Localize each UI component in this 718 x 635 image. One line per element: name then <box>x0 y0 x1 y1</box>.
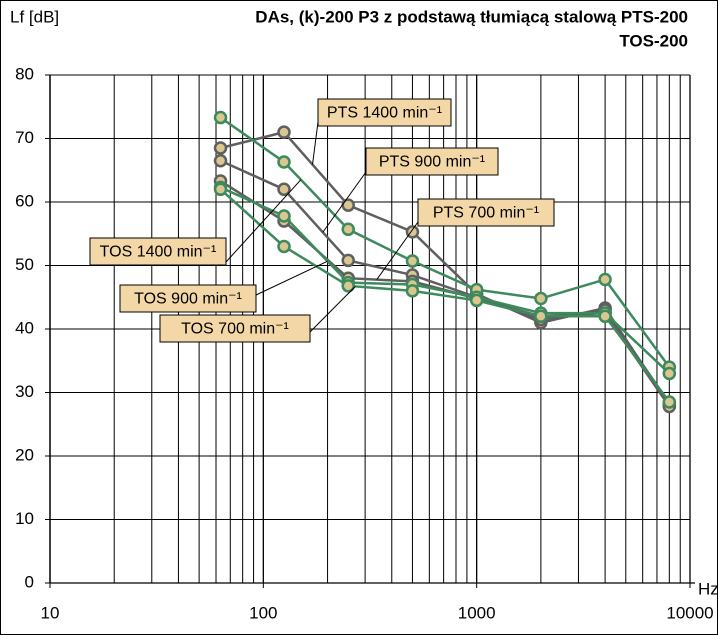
series-label: TOS 700 min⁻¹ <box>181 321 289 338</box>
y-axis-label: Lf [dB] <box>10 7 59 26</box>
series-label: PTS 1400 min⁻¹ <box>327 105 442 122</box>
series-line <box>219 116 671 368</box>
x-tick-label: 100 <box>249 603 277 622</box>
label-box <box>365 147 499 176</box>
point <box>341 222 355 237</box>
point <box>405 284 420 298</box>
point <box>213 110 228 125</box>
label-box <box>159 314 311 343</box>
x-axis-label: Hz <box>698 579 718 598</box>
y-tick-label: 30 <box>15 382 34 401</box>
y-tick-label: 50 <box>15 255 34 274</box>
series-line <box>219 188 671 403</box>
point <box>213 153 228 168</box>
leader-line <box>322 171 367 233</box>
label-box <box>417 198 555 227</box>
point <box>341 253 355 268</box>
y-tick-label: 20 <box>15 445 34 464</box>
point <box>405 225 420 239</box>
series-line <box>220 186 671 375</box>
y-tick-label: 70 <box>15 128 34 147</box>
label-box <box>89 237 227 266</box>
point <box>277 155 291 169</box>
point <box>213 141 228 155</box>
leader-line <box>309 286 356 333</box>
x-tick-label: 10000 <box>666 603 713 622</box>
point <box>277 125 291 139</box>
point <box>469 293 484 308</box>
x-tick-label: 10 <box>41 603 60 622</box>
series-line <box>220 159 671 405</box>
y-tick-label: 80 <box>15 64 34 83</box>
leader-line <box>311 121 319 165</box>
leader-line <box>255 260 328 296</box>
point <box>405 254 420 268</box>
series-label: TOS 900 min⁻¹ <box>134 291 242 308</box>
series-label: PTS 700 min⁻¹ <box>433 205 539 222</box>
x-tick-label: 1000 <box>458 603 496 622</box>
y-tick-label: 60 <box>15 191 34 210</box>
y-tick-label: 0 <box>25 572 34 591</box>
y-tick-label: 40 <box>15 318 34 337</box>
point <box>598 309 612 324</box>
point <box>662 366 677 381</box>
chart-subtitle: TOS-200 <box>619 31 688 50</box>
leader-line <box>225 179 302 263</box>
point <box>534 291 548 306</box>
point <box>277 239 291 254</box>
leader-line <box>376 221 419 280</box>
point <box>277 182 291 197</box>
label-box <box>317 98 452 127</box>
label-box <box>119 284 257 313</box>
point <box>598 272 612 287</box>
point <box>213 182 228 197</box>
point <box>534 309 548 324</box>
y-tick-label: 10 <box>15 509 34 528</box>
point <box>277 209 291 223</box>
chart-title: DAs, (k)-200 P3 z podstawą tłumiącą stal… <box>255 7 688 26</box>
series-label: PTS 900 min⁻¹ <box>379 154 485 171</box>
point <box>341 279 355 293</box>
series-label: TOS 1400 min⁻¹ <box>100 244 217 261</box>
point <box>662 395 677 409</box>
